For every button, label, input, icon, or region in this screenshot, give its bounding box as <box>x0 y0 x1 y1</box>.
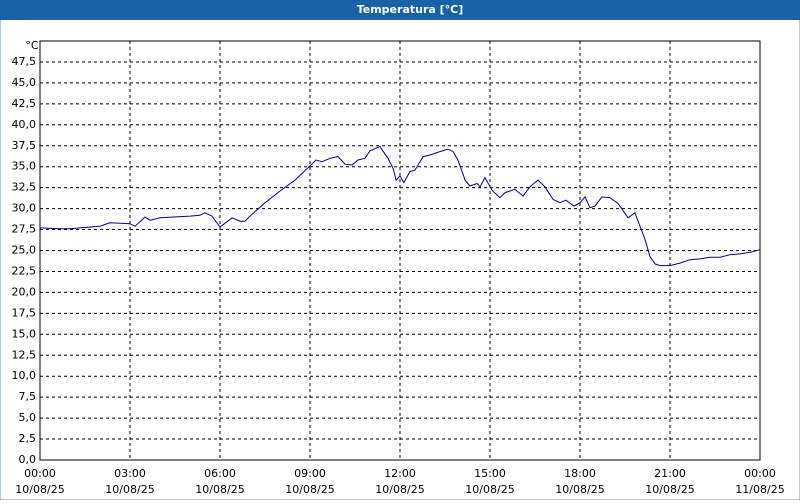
x-tick-date: 10/08/25 <box>555 483 604 496</box>
y-tick-label: 47,5 <box>12 55 37 68</box>
y-tick-label: 40,0 <box>12 118 37 131</box>
x-tick-label: 06:00 <box>204 467 236 480</box>
x-tick-label: 03:00 <box>114 467 146 480</box>
y-tick-label: 20,0 <box>12 285 37 298</box>
y-tick-label: 35,0 <box>12 160 37 173</box>
x-tick-date: 10/08/25 <box>645 483 694 496</box>
y-tick-label: 37,5 <box>12 139 37 152</box>
x-tick-label: 00:00 <box>744 467 776 480</box>
y-tick-label: 42,5 <box>12 97 37 110</box>
y-tick-label: 17,5 <box>12 306 37 319</box>
y-tick-label: 0,0 <box>19 453 37 466</box>
y-unit: °C <box>25 39 39 52</box>
y-tick-label: 32,5 <box>12 181 37 194</box>
x-tick-date: 10/08/25 <box>465 483 514 496</box>
x-tick-date: 10/08/25 <box>285 483 334 496</box>
y-tick-label: 2,5 <box>19 432 37 445</box>
y-tick-label: 25,0 <box>12 244 37 257</box>
plot-frame <box>39 40 761 461</box>
x-tick-label: 15:00 <box>474 467 506 480</box>
x-tick-label: 09:00 <box>294 467 326 480</box>
y-tick-label: 10,0 <box>12 369 37 382</box>
x-tick-label: 21:00 <box>654 467 686 480</box>
y-tick-label: 30,0 <box>12 202 37 215</box>
y-tick-label: 27,5 <box>12 223 37 236</box>
y-tick-label: 7,5 <box>19 390 37 403</box>
y-tick-label: 15,0 <box>12 327 37 340</box>
y-tick-label: 22,5 <box>12 264 37 277</box>
chart-title: Temperatura [°C] <box>357 3 464 16</box>
x-tick-date: 10/08/25 <box>375 483 424 496</box>
x-tick-date: 10/08/25 <box>105 483 154 496</box>
x-tick-date: 10/08/25 <box>195 483 244 496</box>
y-tick-label: 5,0 <box>19 411 37 424</box>
x-tick-label: 00:00 <box>24 467 56 480</box>
x-tick-date: 10/08/25 <box>15 483 64 496</box>
data-line <box>39 145 761 267</box>
x-tick-label: 18:00 <box>564 467 596 480</box>
y-tick-label: 12,5 <box>12 348 37 361</box>
y-tick-label: 45,0 <box>12 76 37 89</box>
x-tick-date: 11/08/25 <box>735 483 784 496</box>
title-bar <box>0 0 800 20</box>
x-tick-label: 12:00 <box>384 467 416 480</box>
